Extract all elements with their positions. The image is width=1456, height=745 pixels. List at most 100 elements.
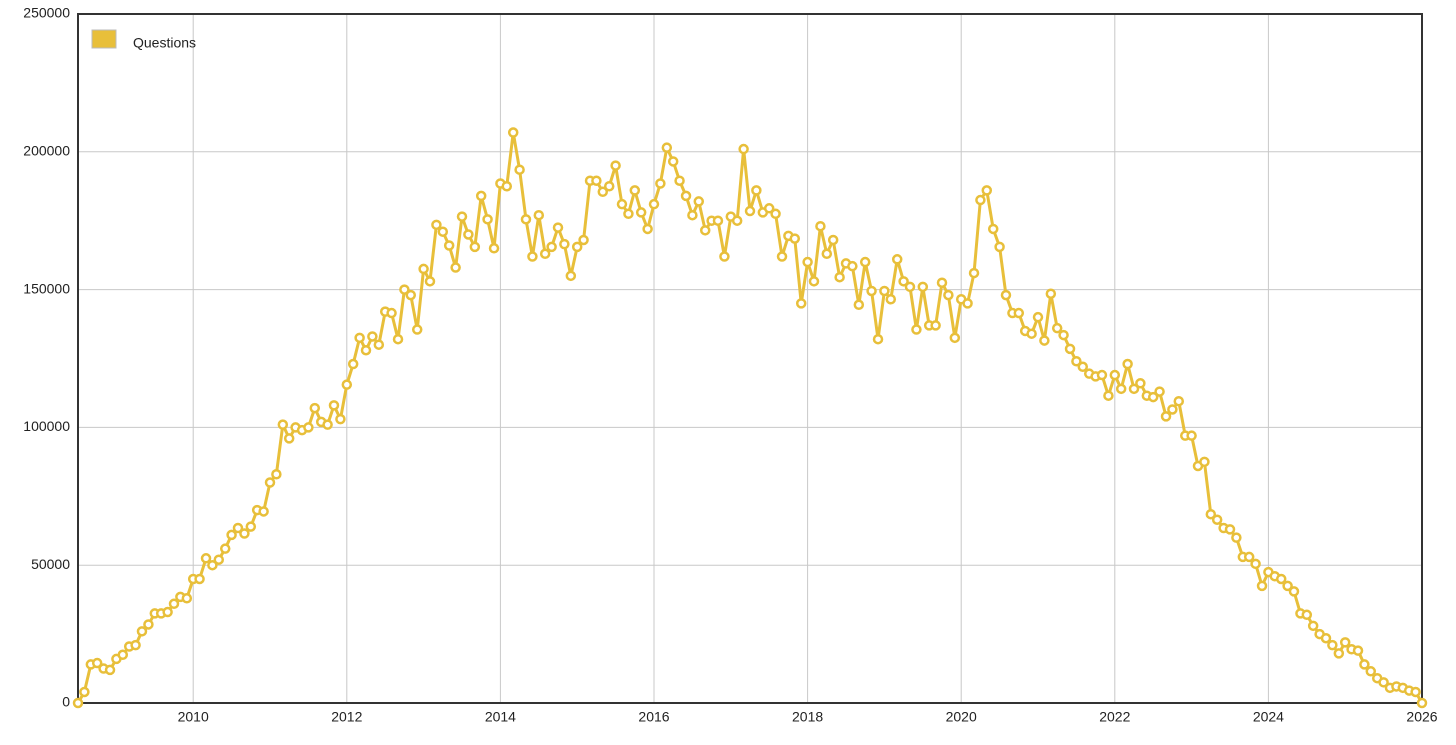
data-point	[623, 208, 634, 220]
data-point	[271, 469, 282, 480]
legend-swatch	[91, 29, 117, 49]
data-point	[181, 593, 193, 604]
data-point	[930, 320, 941, 331]
data-point	[91, 657, 103, 669]
data-point	[1327, 639, 1338, 651]
data-point	[360, 344, 372, 356]
data-point	[872, 333, 884, 345]
y-tick-label: 150000	[23, 280, 70, 296]
data-point	[578, 234, 589, 246]
data-point	[1109, 369, 1121, 381]
data-point	[1307, 620, 1319, 632]
data-point	[731, 215, 743, 226]
data-point	[104, 664, 116, 676]
data-point	[936, 277, 948, 288]
data-point	[815, 220, 826, 232]
data-point	[1096, 369, 1108, 381]
data-point	[309, 402, 321, 414]
data-point	[1147, 391, 1159, 403]
data-point	[456, 211, 468, 222]
data-point	[143, 619, 154, 630]
data-point	[168, 598, 180, 610]
data-point	[699, 225, 711, 236]
data-point	[904, 281, 916, 293]
x-tick-label: 2016	[638, 709, 669, 725]
data-point	[751, 185, 762, 196]
data-point	[1045, 288, 1057, 299]
data-point	[770, 208, 781, 220]
data-point	[789, 233, 801, 244]
data-point	[1103, 390, 1114, 401]
data-point	[1224, 524, 1236, 535]
data-point	[1013, 307, 1025, 319]
data-point	[776, 251, 788, 262]
data-point	[373, 339, 385, 350]
data-point	[917, 281, 929, 293]
data-point	[1173, 395, 1185, 407]
data-point	[226, 529, 237, 541]
x-tick-label: 2018	[792, 709, 823, 725]
data-point	[1339, 637, 1351, 648]
data-point	[987, 223, 999, 235]
data-point	[463, 229, 474, 240]
data-point	[303, 422, 314, 433]
data-point	[482, 214, 493, 225]
data-point	[1000, 289, 1012, 301]
data-point	[1128, 383, 1140, 395]
data-point	[859, 256, 871, 268]
data-point	[744, 205, 756, 217]
plot-frame	[77, 13, 1423, 704]
x-tick-label: 2026	[1406, 709, 1437, 725]
data-point	[962, 298, 973, 309]
data-point	[341, 379, 353, 390]
data-point	[629, 185, 641, 196]
data-point	[354, 332, 365, 344]
data-point	[386, 307, 397, 319]
data-point	[763, 203, 775, 214]
data-point	[1026, 328, 1037, 339]
data-point	[821, 248, 833, 260]
data-point	[1205, 508, 1217, 520]
data-point	[834, 271, 845, 283]
x-tick-label: 2010	[178, 709, 209, 725]
legend-label: Questions	[133, 35, 196, 51]
data-point	[891, 254, 903, 265]
data-point	[1071, 356, 1082, 367]
y-tick-label: 100000	[23, 418, 70, 434]
data-point	[232, 522, 244, 534]
data-point	[667, 156, 679, 167]
data-point	[687, 209, 698, 221]
data-point	[264, 477, 276, 488]
data-point	[219, 543, 231, 554]
data-point	[1199, 456, 1210, 468]
data-point	[1160, 411, 1172, 422]
data-point	[437, 226, 449, 237]
data-point	[258, 506, 269, 517]
data-point	[277, 419, 289, 430]
data-point	[1352, 645, 1364, 656]
data-point	[597, 186, 609, 198]
data-point	[79, 686, 90, 698]
x-tick-label: 2022	[1099, 709, 1130, 725]
data-point	[347, 358, 359, 370]
data-point	[738, 143, 749, 155]
data-point	[975, 194, 986, 206]
data-point	[443, 240, 455, 251]
data-point	[117, 649, 129, 661]
data-point	[1416, 697, 1428, 709]
data-point	[501, 181, 513, 192]
data-point	[1410, 686, 1421, 698]
x-tick-label: 2024	[1253, 709, 1284, 725]
data-point	[418, 263, 429, 275]
y-tick-label: 250000	[23, 5, 70, 21]
data-point	[866, 285, 877, 297]
data-point	[661, 142, 673, 153]
data-point	[808, 276, 820, 287]
data-point	[655, 178, 666, 189]
data-point	[1231, 532, 1242, 543]
data-point	[616, 198, 628, 210]
data-point	[475, 190, 487, 202]
data-point	[1051, 322, 1063, 334]
data-point	[533, 209, 545, 221]
data-point	[1154, 386, 1165, 397]
